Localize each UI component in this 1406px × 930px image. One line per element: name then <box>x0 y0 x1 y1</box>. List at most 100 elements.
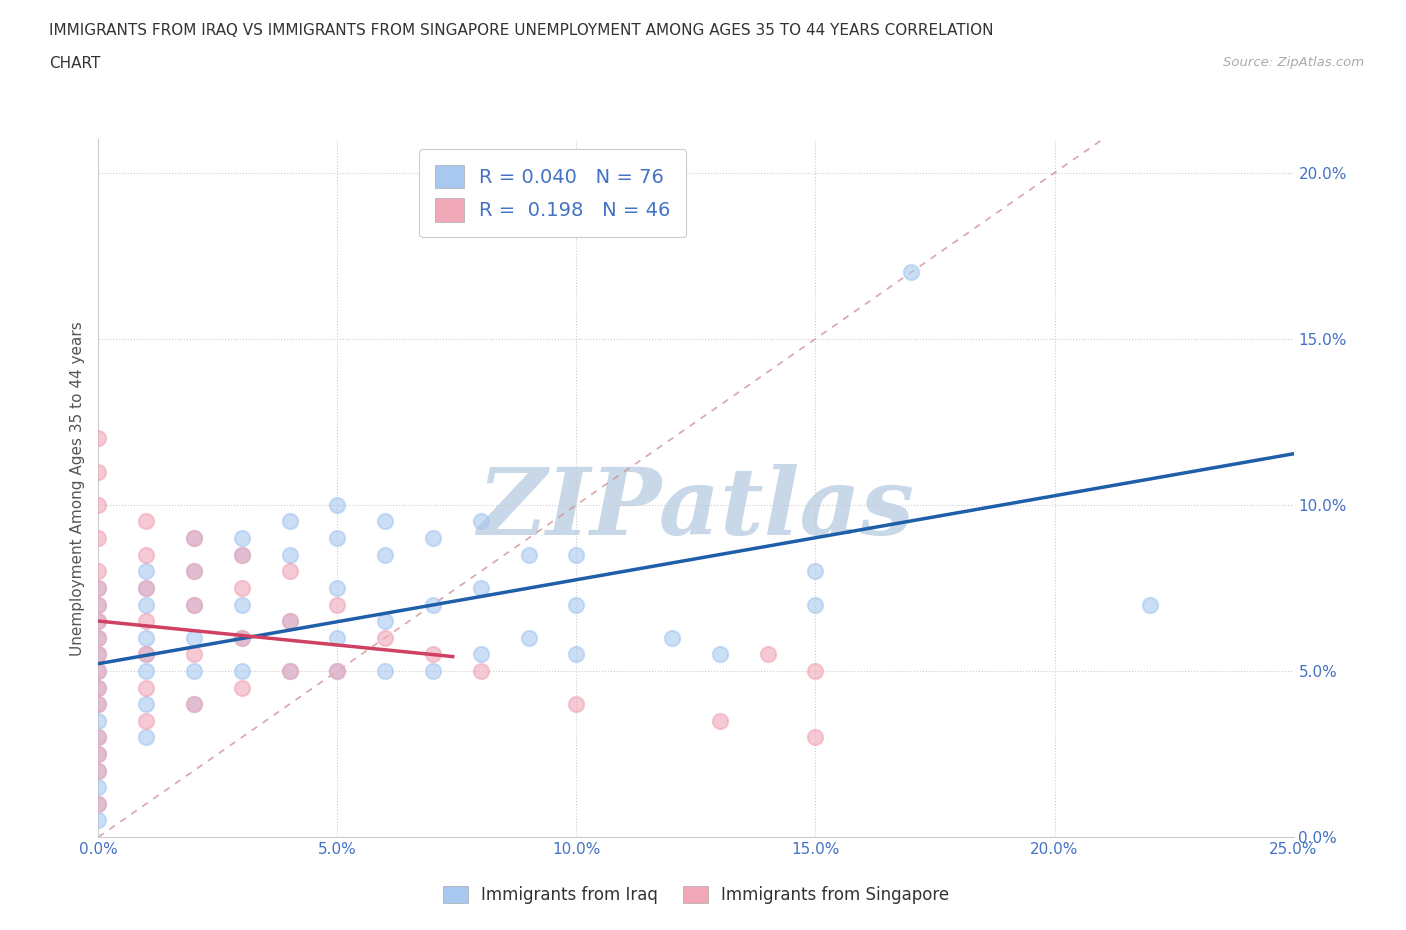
Point <box>900 265 922 280</box>
Point <box>135 713 157 728</box>
Point <box>278 564 301 578</box>
Point <box>87 713 110 728</box>
Point <box>804 730 827 745</box>
Point <box>87 580 110 595</box>
Point <box>231 597 253 612</box>
Point <box>183 697 205 711</box>
Point <box>374 547 396 562</box>
Point <box>709 713 731 728</box>
Point <box>183 697 205 711</box>
Point <box>231 547 253 562</box>
Point <box>135 680 157 695</box>
Point <box>135 597 157 612</box>
Point <box>565 697 588 711</box>
Point <box>87 614 110 629</box>
Point <box>87 747 110 762</box>
Point <box>804 564 827 578</box>
Point <box>87 631 110 645</box>
Point <box>183 531 205 546</box>
Point <box>756 647 779 662</box>
Point <box>470 647 492 662</box>
Point <box>87 631 110 645</box>
Point <box>87 614 110 629</box>
Point <box>278 514 301 529</box>
Point <box>183 663 205 678</box>
Point <box>374 631 396 645</box>
Point <box>470 514 492 529</box>
Point <box>87 597 110 612</box>
Point <box>135 631 157 645</box>
Point <box>565 547 588 562</box>
Point <box>231 531 253 546</box>
Point <box>470 580 492 595</box>
Point <box>183 597 205 612</box>
Point <box>135 663 157 678</box>
Point <box>326 580 349 595</box>
Point <box>87 764 110 778</box>
Point <box>374 614 396 629</box>
Point <box>470 663 492 678</box>
Point <box>326 597 349 612</box>
Point <box>517 631 540 645</box>
Point <box>135 647 157 662</box>
Point <box>326 631 349 645</box>
Point <box>183 564 205 578</box>
Point <box>709 647 731 662</box>
Point <box>135 514 157 529</box>
Point <box>135 730 157 745</box>
Point <box>87 464 110 479</box>
Legend: Immigrants from Iraq, Immigrants from Singapore: Immigrants from Iraq, Immigrants from Si… <box>434 878 957 912</box>
Point <box>374 663 396 678</box>
Point <box>804 597 827 612</box>
Point <box>87 747 110 762</box>
Y-axis label: Unemployment Among Ages 35 to 44 years: Unemployment Among Ages 35 to 44 years <box>69 321 84 656</box>
Point <box>278 614 301 629</box>
Text: CHART: CHART <box>49 56 101 71</box>
Text: Source: ZipAtlas.com: Source: ZipAtlas.com <box>1223 56 1364 69</box>
Point <box>87 764 110 778</box>
Point <box>278 663 301 678</box>
Point <box>87 697 110 711</box>
Point <box>87 498 110 512</box>
Point <box>422 663 444 678</box>
Point <box>87 647 110 662</box>
Point <box>87 813 110 828</box>
Point <box>231 631 253 645</box>
Point <box>422 597 444 612</box>
Point <box>422 647 444 662</box>
Text: ZIPatlas: ZIPatlas <box>478 464 914 554</box>
Point <box>183 531 205 546</box>
Point <box>278 663 301 678</box>
Point <box>231 580 253 595</box>
Point <box>231 547 253 562</box>
Point <box>87 531 110 546</box>
Point <box>183 597 205 612</box>
Point <box>87 796 110 811</box>
Point <box>804 663 827 678</box>
Point <box>278 614 301 629</box>
Point <box>231 663 253 678</box>
Point <box>326 663 349 678</box>
Point <box>135 580 157 595</box>
Point <box>87 564 110 578</box>
Point <box>326 663 349 678</box>
Point <box>87 663 110 678</box>
Point <box>87 779 110 794</box>
Point <box>87 730 110 745</box>
Point <box>565 597 588 612</box>
Point <box>87 680 110 695</box>
Point <box>517 547 540 562</box>
Point <box>135 614 157 629</box>
Point <box>565 647 588 662</box>
Point <box>87 647 110 662</box>
Point <box>135 697 157 711</box>
Point <box>87 680 110 695</box>
Point <box>87 796 110 811</box>
Point <box>87 431 110 445</box>
Point <box>87 597 110 612</box>
Point <box>661 631 683 645</box>
Point <box>87 580 110 595</box>
Text: IMMIGRANTS FROM IRAQ VS IMMIGRANTS FROM SINGAPORE UNEMPLOYMENT AMONG AGES 35 TO : IMMIGRANTS FROM IRAQ VS IMMIGRANTS FROM … <box>49 23 994 38</box>
Point <box>183 564 205 578</box>
Point <box>135 547 157 562</box>
